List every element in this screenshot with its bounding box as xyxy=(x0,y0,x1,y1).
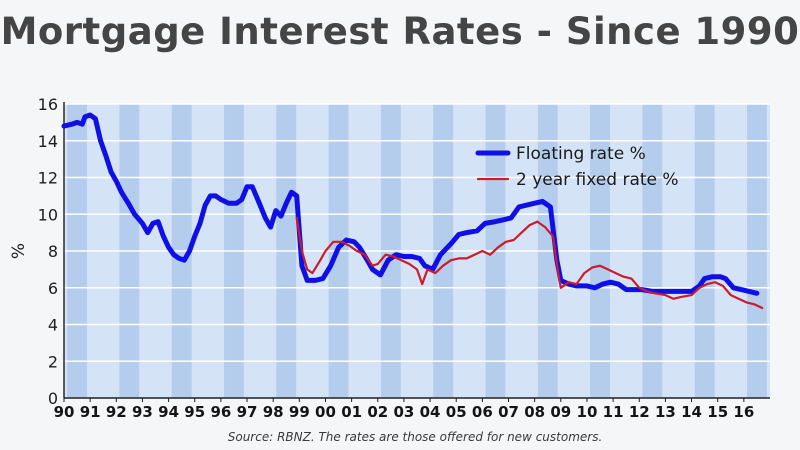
x-tick-label: 99 xyxy=(289,403,310,421)
x-tick-label: 14 xyxy=(681,403,702,421)
y-tick-label: 6 xyxy=(48,279,58,298)
y-tick-label: 16 xyxy=(38,95,58,114)
x-tick-label: 16 xyxy=(733,403,754,421)
x-tick-label: 09 xyxy=(550,403,571,421)
x-tick-label: 98 xyxy=(263,403,284,421)
x-tick-label: 13 xyxy=(655,403,676,421)
legend-label: Floating rate % xyxy=(516,144,646,164)
fixed-rate-line xyxy=(295,216,764,310)
x-tick-label: 02 xyxy=(367,403,388,421)
y-tick-label: 12 xyxy=(38,169,58,188)
x-tick-label: 04 xyxy=(420,403,441,421)
series-lines xyxy=(61,112,764,310)
chart-title: Mortgage Interest Rates - Since 1990 xyxy=(0,10,800,53)
x-tick-label: 11 xyxy=(603,403,624,421)
x-tick-label: 08 xyxy=(524,403,545,421)
x-tick-label: 06 xyxy=(472,403,493,421)
x-tick-label: 03 xyxy=(393,403,414,421)
axes xyxy=(63,102,770,399)
x-tick-label: 15 xyxy=(707,403,728,421)
legend: Floating rate % 2 year fixed rate % xyxy=(475,144,679,190)
x-tick-label: 93 xyxy=(132,403,153,421)
y-tick-label: 2 xyxy=(48,352,58,371)
x-tick-label: 97 xyxy=(237,403,258,421)
x-tick-label: 91 xyxy=(80,403,101,421)
y-tick-label: 8 xyxy=(48,242,58,261)
x-tick-label: 05 xyxy=(446,403,467,421)
x-tick-label: 95 xyxy=(184,403,205,421)
x-tick-label: 92 xyxy=(106,403,127,421)
x-tick-label: 94 xyxy=(158,403,179,421)
x-tick-label: 96 xyxy=(210,403,231,421)
y-tick-label: 14 xyxy=(38,132,58,151)
y-tick-label: 10 xyxy=(38,205,58,224)
legend-label: 2 year fixed rate % xyxy=(516,170,679,190)
source-note: Source: RBNZ. The rates are those offere… xyxy=(228,430,603,444)
floating-rate-line xyxy=(61,112,760,296)
x-tick-label: 01 xyxy=(341,403,362,421)
x-tick-label: 10 xyxy=(577,403,598,421)
x-ticks: 90 91 92 93 94 95 96 97 98 99 00 01 02 03 04 05 06 07 08 09… xyxy=(54,398,754,421)
y-axis-label: % xyxy=(9,243,29,259)
x-tick-label: 90 xyxy=(54,403,75,421)
y-tick-label: 0 xyxy=(48,389,58,408)
y-tick-label: 4 xyxy=(48,316,58,335)
x-tick-label: 12 xyxy=(629,403,650,421)
x-tick-label: 07 xyxy=(498,403,519,421)
x-tick-label: 00 xyxy=(315,403,336,421)
y-ticks: 0 2 4 6 8 10 12 14 16 xyxy=(38,95,58,408)
